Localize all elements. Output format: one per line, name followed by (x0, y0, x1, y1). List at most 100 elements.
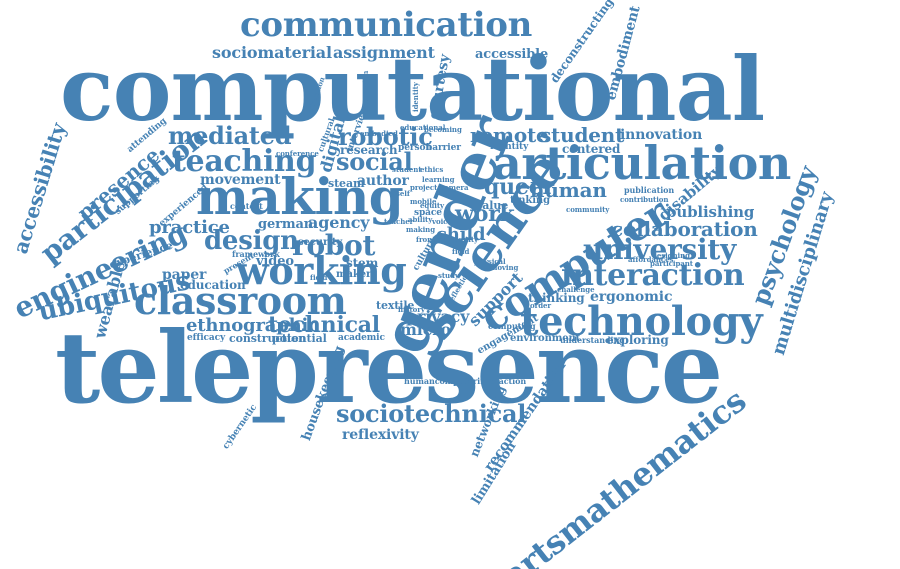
word-self: history (398, 305, 425, 314)
word-voice: mobile (410, 197, 437, 206)
word-limitation: humancomputerinteraction (404, 376, 527, 386)
word-interaction: interaction (561, 258, 745, 293)
word-collaboration: collaboration (611, 217, 758, 241)
word-frontier: ability (408, 215, 433, 224)
word-privacy: technical (268, 312, 380, 338)
word-communication: communication (240, 5, 533, 45)
word-educational: becoming (424, 125, 462, 134)
word-sociomaterial: sociomaterial (212, 43, 332, 62)
word-telepresence: telepresence (55, 311, 723, 426)
word-becoming: publication (624, 185, 675, 195)
word-equity-2: making (406, 225, 436, 234)
word-understanding: exploring (606, 333, 669, 347)
word-stem: maker (336, 269, 372, 280)
word-work: work (455, 201, 515, 227)
word-education-tiny: embodied (360, 129, 398, 138)
word-field: frontier (416, 235, 446, 244)
word-student: student (540, 123, 625, 147)
word-remote: remote (470, 123, 549, 147)
word-computational: computational (60, 37, 765, 141)
word-exploring: computing (488, 321, 536, 331)
word-publication: contribution (620, 195, 669, 204)
word-order: space (414, 208, 442, 218)
word-participant: affordances (628, 255, 674, 264)
word-thinking: thinking (528, 291, 585, 305)
word-support: textile (376, 299, 415, 312)
word-reflection: community (566, 205, 610, 214)
word-micro: privacy (406, 307, 470, 326)
word-movement: movement (200, 172, 281, 188)
word-culture: field (452, 247, 470, 256)
word-framework: conference (276, 149, 319, 158)
word-education: paper (162, 267, 207, 283)
word-affordances: challenge (557, 285, 595, 294)
word-value: value (476, 199, 509, 212)
word-mediated: mediated (168, 121, 292, 150)
word-technology: technology (520, 298, 763, 345)
word-student-tiny: ethics (420, 165, 444, 174)
word-space: self (396, 189, 410, 198)
word-research: research (340, 143, 398, 157)
word-publishing: publishing (666, 203, 755, 221)
word-assignment: assignment (333, 43, 435, 62)
word-project: equity (420, 201, 444, 210)
word-moving: study (438, 271, 459, 280)
word-teaching: teaching (172, 144, 317, 179)
word-mobile: teacher (384, 217, 414, 226)
word-child: child (436, 224, 486, 245)
word-efficacy: construction (229, 332, 307, 345)
word-community: field (310, 273, 328, 282)
word-expression: identity (411, 82, 420, 112)
word-video: security (298, 237, 343, 248)
word-articulation: articulation (492, 136, 791, 190)
word-security: education (180, 278, 246, 292)
word-camera: equity (454, 235, 478, 244)
word-embodied: expression (361, 70, 370, 112)
word-environment: understanding (560, 335, 625, 345)
word-queer: queer (484, 174, 554, 200)
word-innovation: innovation (620, 127, 703, 143)
word-tinking: tinking (510, 195, 550, 206)
word-challenge: order (530, 301, 552, 310)
word-person: person (398, 143, 432, 153)
word-identity-small: identity (490, 142, 529, 152)
word-identity: working (236, 248, 407, 293)
word-construction: potential (272, 332, 327, 345)
word-equity: physical (474, 257, 506, 266)
word-ergonomic: ergonomic (590, 289, 673, 305)
word-physical: moving (490, 263, 519, 272)
word-design: design (204, 226, 299, 256)
word-designing: participant (650, 259, 693, 268)
word-attending: context (230, 201, 263, 211)
word-author: author (357, 173, 409, 189)
word-working: video (256, 254, 294, 269)
word-agency: agency (308, 213, 370, 232)
word-robotic: robotic (338, 122, 433, 151)
word-ethics: learning (422, 175, 455, 184)
word-social: social (336, 147, 413, 176)
word-teacher: student (392, 165, 422, 174)
word-identity-tiny: educational (400, 123, 446, 132)
word-university: university (583, 233, 736, 266)
word-accessible: accessible (475, 47, 549, 62)
word-paper: stem (346, 256, 379, 270)
word-textile: micro (400, 320, 452, 339)
word-human: human (530, 178, 607, 202)
word-learning: project (410, 183, 438, 192)
word-contribution: designing (652, 251, 690, 260)
word-practice: practice (149, 217, 230, 238)
word-centered: centered (562, 142, 621, 156)
word-classroom: classroom (134, 278, 347, 323)
word-history: camera (440, 183, 469, 192)
word-computing: sociotechnical (336, 399, 527, 428)
word-engagement: environment (510, 333, 581, 344)
word-barrier: barrier (426, 143, 461, 153)
word-potential: academic (338, 333, 385, 343)
word-german: german (258, 217, 314, 232)
word-making: making (196, 167, 404, 226)
word-technical: ethnographic (186, 315, 319, 336)
word-robot: robot (292, 229, 376, 262)
word-field-2: voice (432, 217, 452, 226)
word-sociotechnical: reflexivity (342, 427, 419, 443)
